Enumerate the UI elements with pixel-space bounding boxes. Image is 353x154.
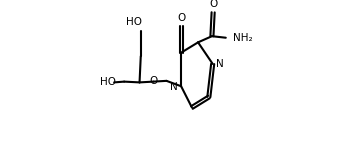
Text: O: O [209,0,217,9]
Text: HO: HO [100,77,116,87]
Text: O: O [149,76,157,86]
Text: N: N [170,82,178,92]
Text: O: O [177,13,185,23]
Text: NH₂: NH₂ [233,33,253,43]
Text: N: N [216,59,223,69]
Text: HO: HO [126,17,142,27]
